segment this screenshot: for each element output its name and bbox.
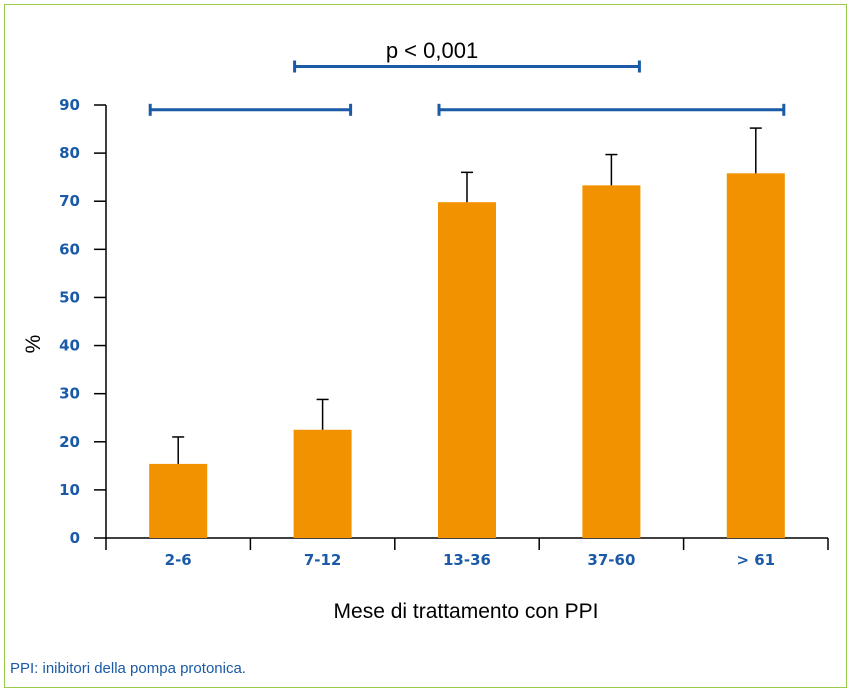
x-tick-label: > 61 [736, 551, 775, 569]
x-tick-label: 37-60 [587, 551, 635, 569]
y-tick-label: 40 [59, 337, 80, 355]
bars [149, 173, 785, 538]
y-tick-label: 60 [59, 240, 80, 258]
x-tick-label: 13-36 [443, 551, 491, 569]
y-tick-label: 90 [59, 96, 80, 114]
bar [438, 202, 496, 538]
y-tick-label: 20 [59, 433, 80, 451]
y-tick-label: 80 [59, 144, 80, 162]
y-tick-label: 50 [59, 288, 80, 306]
x-tick-label: 7-12 [304, 551, 342, 569]
bar [582, 185, 641, 538]
bar [293, 429, 352, 538]
x-axis: 2-6 7-12 13-36 37-60 > 61 [105, 537, 829, 569]
y-tick-label: 0 [70, 529, 80, 547]
y-tick-label: 10 [59, 481, 80, 499]
x-tick-label: 2-6 [165, 551, 192, 569]
y-axis: 0 10 20 30 40 50 60 70 80 90 [59, 96, 107, 547]
significance-brackets [148, 60, 786, 116]
y-tick-label: 30 [59, 385, 80, 403]
bar [726, 173, 785, 538]
chart-frame [4, 4, 847, 688]
error-bars [172, 127, 762, 464]
bar [149, 463, 208, 538]
y-tick-label: 70 [59, 192, 80, 210]
significance-label: p < 0,001 [386, 38, 478, 63]
footnote: PPI: inibitori della pompa protonica. [10, 660, 246, 677]
y-axis-title: % [22, 335, 45, 354]
x-axis-title: Mese di trattamento con PPI [334, 600, 599, 623]
